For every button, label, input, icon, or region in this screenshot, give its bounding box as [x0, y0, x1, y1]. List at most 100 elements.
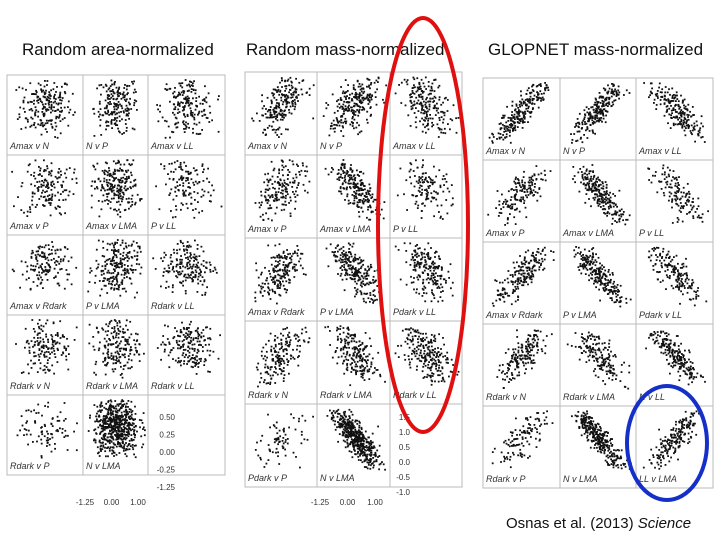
- scatter-point: [276, 91, 278, 93]
- scatter-point: [203, 109, 205, 112]
- scatter-point: [425, 263, 428, 266]
- scatter-point: [65, 347, 68, 350]
- scatter-point: [429, 256, 432, 259]
- scatter-point: [114, 250, 117, 252]
- scatter-point: [25, 278, 28, 281]
- scatter-point: [353, 110, 355, 112]
- scatter-point: [372, 210, 374, 213]
- scatter-point: [59, 427, 61, 430]
- scatter-point: [99, 404, 102, 407]
- scatter-point: [168, 341, 171, 344]
- scatter-point: [127, 400, 130, 402]
- scatter-point: [43, 423, 46, 426]
- scatter-point: [36, 262, 39, 265]
- scatter-point: [126, 268, 129, 271]
- scatter-point: [440, 128, 443, 131]
- scatter-point: [340, 168, 343, 171]
- scatter-point: [108, 175, 111, 177]
- scatter-point: [174, 359, 177, 362]
- scatter-point: [339, 254, 342, 257]
- scatter-point: [123, 95, 126, 98]
- scatter-point: [286, 344, 289, 347]
- scatter-point: [125, 130, 128, 132]
- scatter-point: [34, 111, 37, 114]
- scatter-point: [63, 106, 66, 109]
- scatter-point: [50, 101, 53, 103]
- scatter-point: [447, 270, 450, 273]
- scatter-point: [283, 116, 285, 119]
- scatter-point: [189, 255, 191, 258]
- scatter-point: [356, 79, 359, 82]
- scatter-point: [274, 338, 276, 341]
- scatter-point: [341, 108, 344, 110]
- scatter-point: [93, 438, 96, 441]
- scatter-point: [62, 258, 65, 261]
- scatter-point: [106, 279, 109, 282]
- scatter-point: [107, 109, 109, 112]
- scatter-point: [271, 219, 273, 222]
- scatter-point: [274, 212, 277, 215]
- scatter-point: [290, 261, 293, 264]
- scatter-point: [208, 354, 211, 357]
- scatter-point: [208, 343, 210, 346]
- scatter-point: [369, 292, 372, 294]
- scatter-point: [349, 187, 352, 190]
- scatter-point: [336, 326, 339, 329]
- scatter-point: [121, 118, 123, 121]
- scatter-point: [33, 192, 36, 195]
- scatter-point: [26, 420, 28, 423]
- scatter-point: [61, 335, 64, 338]
- scatter-point: [287, 128, 289, 131]
- scatter-point: [102, 420, 104, 422]
- scatter-point: [424, 116, 427, 119]
- scatter-point: [104, 446, 106, 449]
- scatter-point: [115, 254, 118, 257]
- scatter-point: [280, 99, 283, 102]
- scatter-point: [183, 161, 186, 164]
- scatter-point: [191, 270, 194, 273]
- scatter-point: [350, 110, 353, 113]
- scatter-point: [356, 258, 359, 260]
- scatter-point: [89, 267, 92, 270]
- scatter-point: [127, 355, 130, 357]
- scatter-point: [261, 201, 263, 204]
- scatter-point: [430, 178, 432, 181]
- scatter-point: [322, 115, 325, 117]
- scatter-point: [361, 199, 364, 202]
- scatter-point: [442, 290, 444, 292]
- scatter-point: [366, 85, 368, 88]
- scatter-point: [37, 115, 39, 118]
- scatter-point: [427, 81, 430, 83]
- scatter-point: [178, 103, 181, 105]
- scatter-point: [133, 444, 136, 447]
- scatter-point: [136, 291, 138, 294]
- scatter-point: [208, 261, 211, 264]
- scatter-point: [308, 180, 311, 183]
- scatter-point: [109, 439, 112, 442]
- scatter-point: [360, 187, 363, 190]
- scatter-point: [438, 287, 441, 289]
- scatter-point: [183, 362, 185, 365]
- scatter-point: [338, 190, 340, 193]
- scatter-point: [333, 111, 336, 114]
- scatter-point: [169, 136, 171, 139]
- scatter-point: [276, 86, 279, 88]
- scatter-point: [115, 407, 118, 410]
- scatter-point: [280, 342, 283, 344]
- scatter-point: [279, 287, 281, 289]
- scatter-point: [274, 197, 277, 200]
- scatter-point: [197, 333, 200, 335]
- scatter-point: [107, 258, 109, 261]
- scatter-point: [186, 95, 189, 98]
- scatter-point: [291, 267, 294, 270]
- scatter-point: [369, 218, 372, 221]
- scatter-point: [182, 106, 184, 108]
- scatter-point: [281, 182, 284, 185]
- scatter-point: [356, 109, 359, 111]
- scatter-point: [426, 96, 428, 99]
- scatter-point: [435, 191, 437, 194]
- scatter-point: [117, 89, 119, 92]
- scatter-point: [288, 345, 290, 348]
- scatter-point: [37, 110, 40, 113]
- scatter-point: [30, 268, 32, 271]
